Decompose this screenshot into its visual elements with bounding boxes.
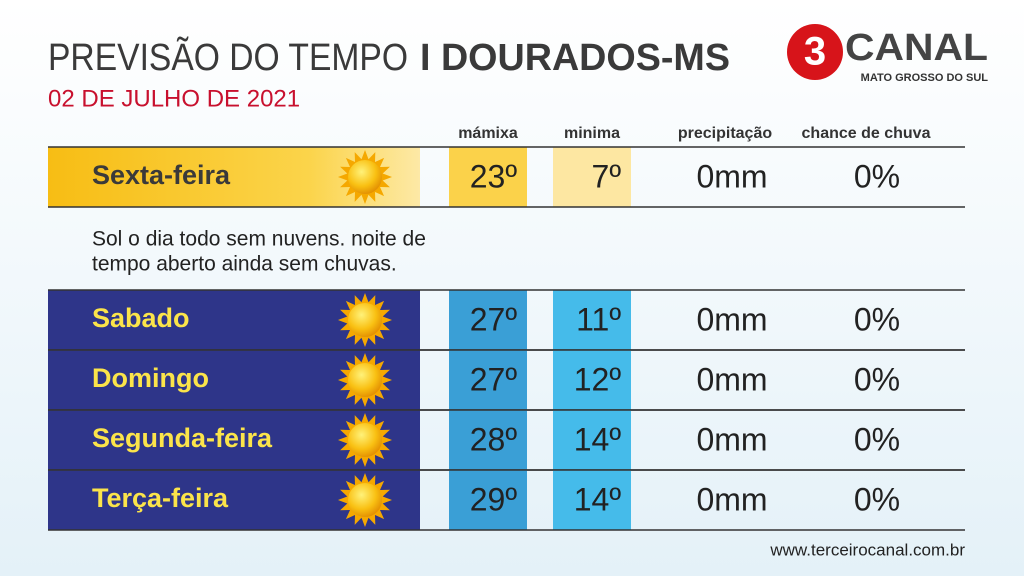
rain-chance: 0%	[854, 481, 900, 517]
min-cell	[553, 290, 631, 350]
date: 02 DE JULHO DE 2021	[48, 85, 300, 112]
logo: 3 CANAL MATO GROSSO DO SUL	[787, 24, 988, 84]
min-temp: 11º	[576, 301, 621, 337]
sun-icon	[338, 413, 392, 467]
column-header: minima	[564, 125, 620, 142]
day-name: Sexta-feira	[92, 160, 231, 190]
day-name: Terça-feira	[92, 483, 229, 513]
max-temp: 27º	[470, 361, 518, 397]
city: I DOURADOS-MS	[420, 37, 730, 79]
column-header: chance de chuva	[802, 125, 931, 142]
column-header: precipitação	[678, 125, 772, 142]
max-cell	[449, 350, 527, 410]
day-name: Sabado	[92, 303, 190, 333]
sun-disc	[348, 363, 382, 397]
precipitation: 0mm	[696, 421, 767, 457]
max-temp: 29º	[470, 481, 518, 517]
sun-icon	[338, 293, 392, 347]
rain-chance: 0%	[854, 158, 900, 194]
description: tempo aberto ainda sem chuvas.	[92, 253, 397, 276]
precipitation: 0mm	[696, 158, 767, 194]
sun-disc	[348, 160, 382, 194]
precipitation: 0mm	[696, 301, 767, 337]
rain-chance: 0%	[854, 421, 900, 457]
logo-circle	[787, 24, 843, 80]
sun-disc	[348, 303, 382, 337]
column-header: mámixa	[458, 125, 518, 142]
min-cell	[553, 147, 631, 207]
min-temp: 7º	[592, 158, 622, 194]
precipitation: 0mm	[696, 361, 767, 397]
max-temp: 28º	[470, 421, 518, 457]
precipitation: 0mm	[696, 481, 767, 517]
max-temp: 27º	[470, 301, 518, 337]
min-cell	[553, 470, 631, 530]
logo-name: CANAL	[845, 27, 988, 69]
logo-region: MATO GROSSO DO SUL	[861, 72, 989, 84]
min-temp: 14º	[574, 421, 622, 457]
day-name: Domingo	[92, 363, 209, 393]
day-name: Segunda-feira	[92, 423, 273, 453]
sun-icon	[338, 150, 392, 204]
sun-disc	[348, 423, 382, 457]
rain-chance: 0%	[854, 301, 900, 337]
min-cell	[553, 350, 631, 410]
title: PREVISÃO DO TEMPO	[48, 36, 408, 79]
footer-url: www.terceirocanal.com.br	[769, 540, 965, 559]
max-cell	[449, 290, 527, 350]
sun-icon	[338, 353, 392, 407]
max-temp: 23º	[470, 158, 518, 194]
max-cell	[449, 147, 527, 207]
sun-icon	[338, 473, 392, 527]
min-temp: 14º	[574, 481, 622, 517]
max-cell	[449, 470, 527, 530]
sun-disc	[348, 483, 382, 517]
logo-number: 3	[804, 30, 826, 74]
rain-chance: 0%	[854, 361, 900, 397]
min-cell	[553, 410, 631, 470]
description: Sol o dia todo sem nuvens. noite de	[92, 228, 426, 251]
min-temp: 12º	[574, 361, 622, 397]
max-cell	[449, 410, 527, 470]
